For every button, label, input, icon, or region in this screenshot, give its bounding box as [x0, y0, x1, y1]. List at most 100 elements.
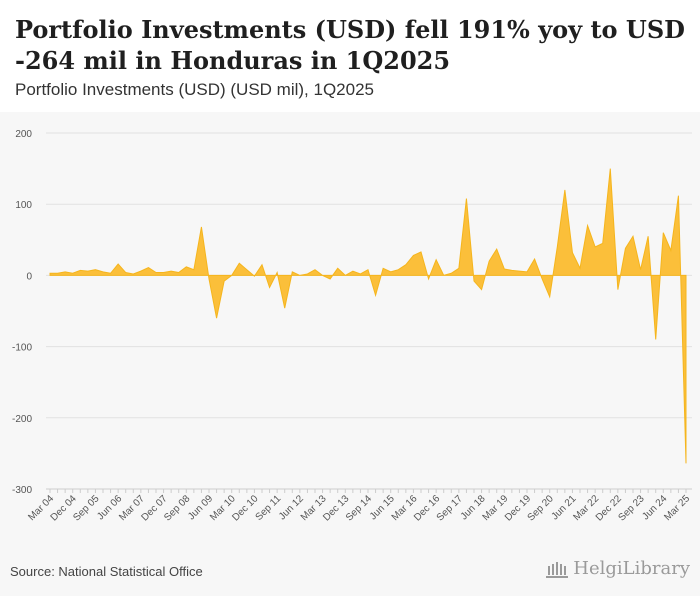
data-point[interactable] [245, 268, 248, 271]
x-tick-label: Sep 17 [435, 493, 465, 523]
data-point[interactable] [79, 269, 82, 272]
data-point[interactable] [268, 286, 271, 289]
data-point[interactable] [435, 258, 438, 261]
data-point[interactable] [382, 267, 385, 270]
data-point[interactable] [298, 274, 301, 277]
data-point[interactable] [632, 235, 635, 238]
data-point[interactable] [351, 270, 354, 273]
data-point[interactable] [71, 272, 74, 275]
data-point[interactable] [56, 272, 59, 275]
x-tick-label: Sep 20 [526, 493, 556, 523]
data-point[interactable] [639, 268, 642, 271]
data-point[interactable] [677, 194, 680, 197]
data-point[interactable] [624, 247, 627, 250]
data-point[interactable] [314, 268, 317, 271]
data-point[interactable] [473, 280, 476, 283]
data-point[interactable] [162, 271, 165, 274]
data-point[interactable] [94, 268, 97, 271]
data-point[interactable] [594, 245, 597, 248]
data-point[interactable] [404, 263, 407, 266]
data-point[interactable] [253, 275, 256, 278]
data-point[interactable] [276, 271, 279, 274]
data-point[interactable] [185, 265, 188, 268]
x-tick-label: Sep 23 [616, 493, 646, 523]
data-point[interactable] [283, 307, 286, 310]
data-point[interactable] [177, 271, 180, 274]
data-point[interactable] [147, 266, 150, 269]
data-point[interactable] [321, 274, 324, 277]
data-point[interactable] [155, 271, 158, 274]
data-point[interactable] [495, 248, 498, 251]
data-point[interactable] [359, 272, 362, 275]
data-point[interactable] [579, 267, 582, 270]
x-tick-label: Sep 08 [162, 493, 192, 523]
data-point[interactable] [109, 272, 112, 275]
data-point[interactable] [647, 235, 650, 238]
data-point[interactable] [192, 268, 195, 271]
chart-subtitle: Portfolio Investments (USD) (USD mil), 1… [15, 80, 374, 99]
data-point[interactable] [200, 225, 203, 228]
data-points [49, 167, 688, 465]
data-point[interactable] [86, 270, 89, 273]
data-point[interactable] [503, 267, 506, 270]
data-point[interactable] [556, 245, 559, 248]
data-point[interactable] [586, 224, 589, 227]
data-point[interactable] [420, 250, 423, 253]
data-point[interactable] [170, 270, 173, 273]
data-point[interactable] [215, 317, 218, 320]
data-point[interactable] [291, 270, 294, 273]
data-point[interactable] [389, 270, 392, 273]
data-point[interactable] [49, 272, 52, 275]
data-point[interactable] [208, 277, 211, 280]
data-point[interactable] [616, 288, 619, 291]
data-point[interactable] [117, 263, 120, 266]
data-point[interactable] [64, 270, 67, 273]
data-point[interactable] [367, 268, 370, 271]
data-point[interactable] [139, 270, 142, 273]
data-point[interactable] [662, 231, 665, 234]
data-point[interactable] [609, 167, 612, 170]
data-point[interactable] [541, 277, 544, 280]
data-point[interactable] [124, 271, 127, 274]
data-point[interactable] [571, 251, 574, 254]
data-point[interactable] [336, 267, 339, 270]
brand-logo[interactable]: HelgiLibrary [545, 558, 690, 579]
data-point[interactable] [412, 254, 415, 257]
data-point[interactable] [230, 274, 233, 277]
data-point[interactable] [397, 268, 400, 271]
data-point[interactable] [548, 295, 551, 298]
data-point[interactable] [601, 242, 604, 245]
data-point[interactable] [510, 269, 513, 272]
data-point[interactable] [465, 197, 468, 200]
data-point[interactable] [102, 270, 105, 273]
series-area [49, 168, 687, 464]
y-tick-label: -100 [12, 343, 32, 354]
data-point[interactable] [238, 262, 241, 265]
data-point[interactable] [306, 272, 309, 275]
x-tick-label: Sep 14 [344, 493, 374, 523]
y-axis: 200 100 0 -100 -200 -300 [12, 129, 32, 496]
data-point[interactable] [526, 270, 529, 273]
data-point[interactable] [329, 277, 332, 280]
data-point[interactable] [669, 249, 672, 252]
data-point[interactable] [480, 288, 483, 291]
y-tick-label: 0 [26, 271, 32, 282]
data-point[interactable] [685, 462, 688, 465]
data-point[interactable] [563, 188, 566, 191]
data-point[interactable] [450, 272, 453, 275]
data-point[interactable] [427, 277, 430, 280]
data-point[interactable] [533, 258, 536, 261]
data-point[interactable] [374, 294, 377, 297]
y-tick-label: 100 [15, 200, 32, 211]
data-point[interactable] [261, 263, 264, 266]
data-point[interactable] [457, 267, 460, 270]
gridlines [46, 132, 692, 490]
data-point[interactable] [344, 274, 347, 277]
y-tick-label: -300 [12, 485, 32, 496]
data-point[interactable] [442, 274, 445, 277]
data-point[interactable] [132, 272, 135, 275]
data-point[interactable] [488, 260, 491, 263]
data-point[interactable] [518, 270, 521, 273]
data-point[interactable] [654, 338, 657, 341]
data-point[interactable] [223, 280, 226, 283]
